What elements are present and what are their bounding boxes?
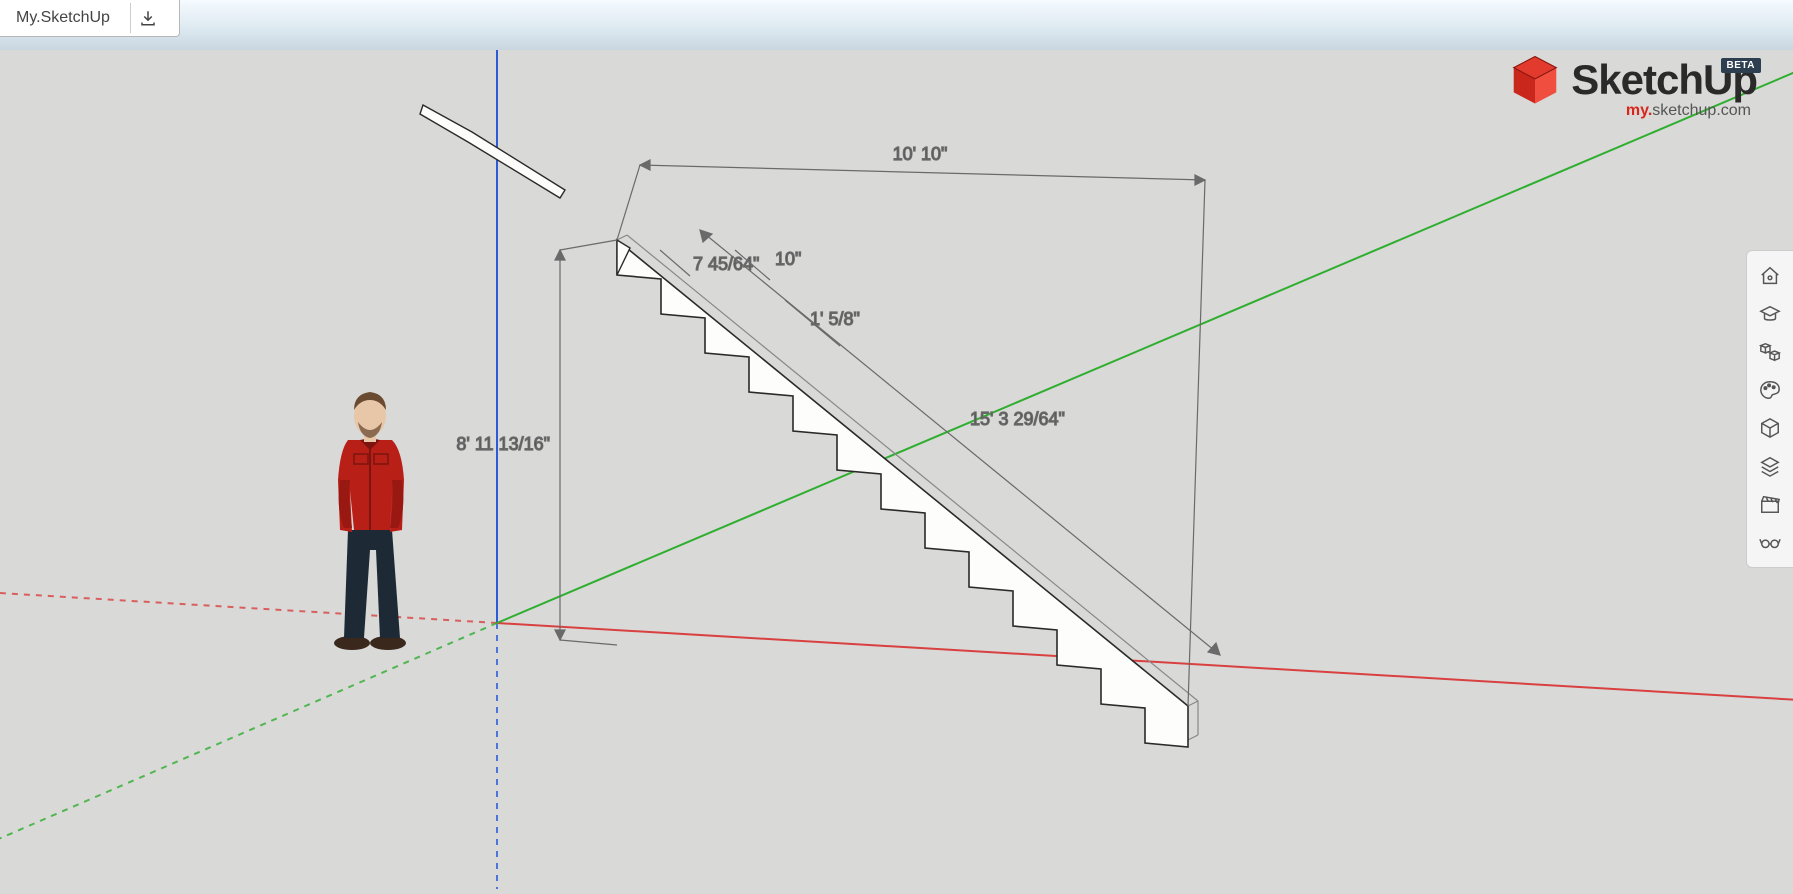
panel-materials-button[interactable] <box>1747 371 1793 409</box>
viewport-3d[interactable]: 10' 10" 8' 11 13/16" 15' 3 29/64" 7 45/6… <box>0 50 1793 889</box>
panel-components-button[interactable] <box>1747 333 1793 371</box>
layers-icon <box>1759 455 1781 477</box>
dim-tread-a: 10" <box>775 249 801 269</box>
brand-logo: SketchUp BETA my.sketchup.com <box>1507 52 1757 120</box>
panel-layers-button[interactable] <box>1747 447 1793 485</box>
download-button[interactable] <box>130 3 165 33</box>
sketchup-cube-icon <box>1507 52 1563 108</box>
dim-height: 8' 11 13/16" <box>456 434 550 454</box>
panel-home-button[interactable] <box>1747 257 1793 295</box>
glasses-icon <box>1759 531 1781 553</box>
dim-tread-b: 1' 5/8" <box>810 309 860 329</box>
dim-diag: 15' 3 29/64" <box>970 409 1065 429</box>
panel-styles-button[interactable] <box>1747 409 1793 447</box>
app-tab: My.SketchUp <box>0 0 180 37</box>
brand-name: SketchUp BETA <box>1571 56 1757 104</box>
clapper-icon <box>1759 493 1781 515</box>
panel-view-button[interactable] <box>1747 523 1793 561</box>
panel-instructor-button[interactable] <box>1747 295 1793 333</box>
cubes-icon <box>1759 341 1781 363</box>
top-bar: My.SketchUp <box>0 0 1793 50</box>
app-title: My.SketchUp <box>16 9 110 27</box>
cube-icon <box>1759 417 1781 439</box>
side-panel <box>1746 250 1793 568</box>
scale-figure <box>334 392 406 650</box>
home-icon <box>1759 265 1781 287</box>
handrail-piece <box>420 105 565 198</box>
dim-top: 10' 10" <box>893 144 948 164</box>
dim-rise: 7 45/64" <box>693 254 759 274</box>
download-icon <box>139 9 157 27</box>
beta-badge: BETA <box>1721 58 1761 73</box>
panel-scenes-button[interactable] <box>1747 485 1793 523</box>
stair-model <box>617 235 1198 747</box>
graduation-icon <box>1759 303 1781 325</box>
palette-icon <box>1759 379 1781 401</box>
scene-svg: 10' 10" 8' 11 13/16" 15' 3 29/64" 7 45/6… <box>0 50 1793 889</box>
